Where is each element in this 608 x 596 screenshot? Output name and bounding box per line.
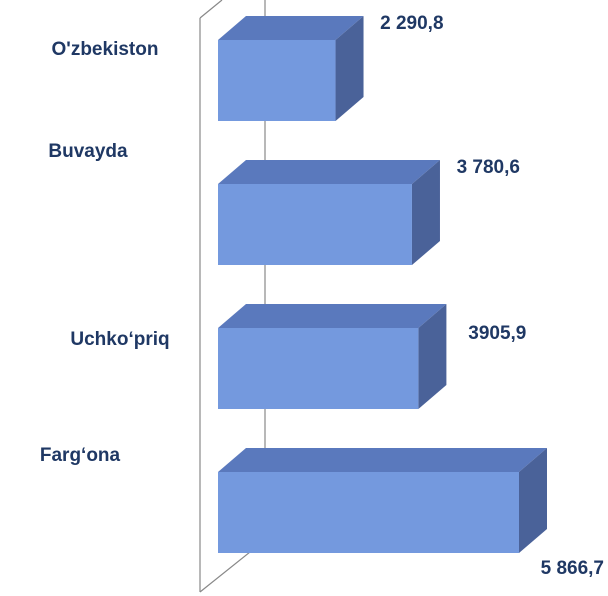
category-label: O'zbekiston <box>52 39 159 60</box>
bar-side <box>335 16 364 121</box>
bar-top <box>218 160 440 184</box>
data-label: 5 866,7 <box>541 558 604 579</box>
data-label: 3 780,6 <box>457 157 520 178</box>
bar-side <box>418 304 447 409</box>
category-label: Buvayda <box>48 141 128 162</box>
bar-side <box>411 160 440 265</box>
bar-top <box>218 16 364 40</box>
bar <box>218 184 412 265</box>
category-label: Farg‘ona <box>40 445 121 466</box>
category-label: Uchko‘priq <box>70 329 169 350</box>
bar-side <box>519 448 547 553</box>
bar-top <box>218 304 447 328</box>
bar <box>218 328 419 409</box>
data-label: 3905,9 <box>468 323 526 344</box>
bar <box>218 472 519 553</box>
data-label: 2 290,8 <box>380 13 443 34</box>
bar-top <box>218 448 547 472</box>
bar <box>218 40 336 121</box>
